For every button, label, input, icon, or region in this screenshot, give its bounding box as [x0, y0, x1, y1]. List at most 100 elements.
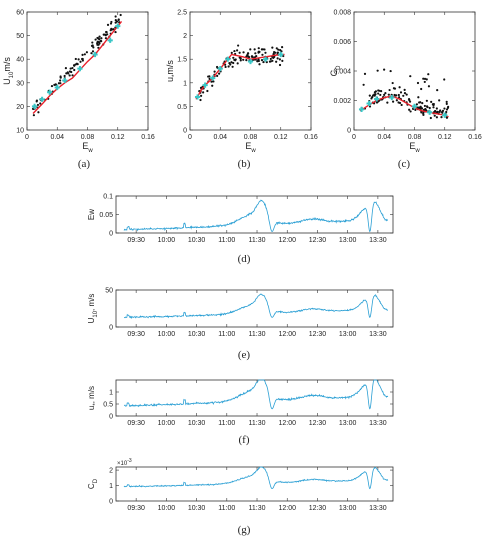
data-point [105, 30, 108, 34]
data-point [85, 51, 88, 54]
data-point [90, 52, 93, 55]
bin-average-marker [77, 66, 83, 72]
data-point [216, 74, 219, 77]
data-point [263, 48, 266, 51]
data-point [418, 101, 421, 104]
data-point [269, 57, 272, 61]
data-point [35, 100, 38, 103]
data-point [106, 33, 109, 36]
x-tick-label: 10:00 [158, 331, 176, 338]
data-point [199, 98, 202, 102]
y-tick-label: 2.5 [177, 10, 187, 17]
x-tick-label: 10:00 [158, 420, 176, 427]
data-point [77, 58, 80, 61]
scatter-panel-c: 0 0.04 0.08 0.12 0.16 0 0.002 0.004 0.006 0.008 Ew… [329, 10, 482, 171]
y-tick-label: 0.004 [333, 69, 351, 76]
data-point [91, 50, 95, 53]
data-point [422, 77, 425, 80]
data-point [426, 105, 429, 109]
data-point [363, 72, 367, 75]
data-point [422, 113, 425, 116]
data-point [397, 93, 400, 97]
bin-average-marker [62, 77, 68, 84]
plot-frame [115, 195, 394, 234]
data-point [261, 53, 264, 56]
x-axis-label: Ew [409, 141, 420, 154]
data-point [430, 100, 433, 103]
data-point [417, 96, 420, 99]
data-point [277, 48, 280, 51]
bin-average-marker [194, 94, 201, 100]
data-point [419, 107, 422, 110]
bin-average-marker [210, 75, 216, 81]
data-point [100, 40, 103, 43]
x-tick-label: 12:00 [278, 505, 296, 512]
data-point [405, 93, 408, 96]
y-axis-label: CD [87, 478, 99, 489]
data-point [443, 78, 446, 81]
data-point [213, 70, 216, 73]
data-point [59, 76, 62, 79]
data-point [68, 74, 71, 77]
data-point [398, 96, 401, 99]
data-point [427, 73, 430, 76]
data-point [97, 37, 100, 40]
y-tick-label: 10 [16, 128, 24, 135]
data-point [73, 64, 76, 67]
panel-label: (g) [238, 524, 251, 536]
data-point [229, 63, 232, 66]
x-tick-label: 09:30 [127, 237, 145, 244]
data-point [260, 59, 264, 62]
data-point [408, 108, 411, 111]
data-point [423, 77, 427, 80]
data-point [443, 107, 446, 110]
data-point [384, 92, 387, 95]
x-tick-label: 0.16 [304, 134, 318, 141]
data-point [71, 66, 74, 70]
data-point [380, 90, 383, 93]
data-point [232, 56, 235, 59]
plot-frame [189, 11, 312, 131]
x-tick-label: 12:30 [309, 331, 327, 338]
y-axis-label: U10m/s [2, 57, 15, 85]
data-point [245, 59, 248, 62]
x-tick-label: 0 [25, 134, 29, 141]
data-point [67, 72, 70, 75]
x-tick-label: 12:30 [309, 420, 327, 427]
y-tick-label: 0 [347, 128, 351, 135]
y-axis-label: u*, m/s [87, 386, 99, 410]
data-point [377, 89, 380, 92]
data-point [79, 60, 82, 63]
bin-average-marker [358, 106, 365, 112]
data-point [279, 49, 282, 52]
data-point [373, 94, 376, 97]
x-tick-label: 0.04 [213, 134, 227, 141]
y-tick-label: 50 [105, 288, 113, 295]
data-point [37, 111, 40, 114]
data-point [257, 58, 260, 61]
x-tick-label: 11:00 [218, 237, 235, 244]
y-tick-label: 0.1 [103, 194, 113, 201]
data-point [238, 51, 241, 54]
data-point [68, 70, 72, 73]
data-point [379, 93, 382, 97]
panel-label: (f) [239, 434, 250, 446]
data-point [264, 51, 267, 54]
x-tick-label: 0.16 [141, 134, 155, 141]
data-point [237, 44, 240, 47]
data-point [399, 91, 403, 94]
x-tick-label: 12:30 [309, 237, 327, 244]
x-tick-label: 0.08 [408, 134, 422, 141]
data-point [218, 72, 221, 75]
x-tick-label: 13:00 [339, 331, 357, 338]
data-point [236, 62, 239, 65]
data-point [394, 94, 397, 97]
data-point [239, 57, 242, 60]
data-point [246, 52, 250, 55]
data-point [236, 49, 239, 52]
data-point [377, 92, 380, 95]
data-point [408, 99, 411, 102]
data-point [439, 109, 442, 112]
data-point [425, 78, 428, 81]
